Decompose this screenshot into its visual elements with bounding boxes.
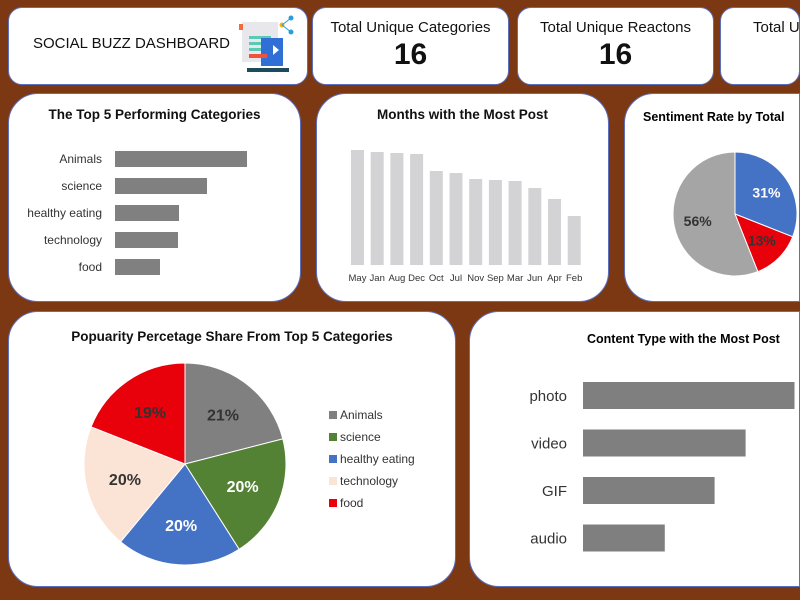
slice-label: 56% <box>684 213 713 229</box>
content-type-bar <box>583 382 795 409</box>
category-bar <box>115 178 207 194</box>
kpi-value: 16 <box>598 38 633 71</box>
chart-title: Popuarity Percetage Share From Top 5 Cat… <box>71 329 393 344</box>
pie-slice <box>83 426 186 543</box>
month-label: Mar <box>507 273 523 284</box>
month-label: Nov <box>467 273 484 284</box>
category-bar <box>115 259 160 275</box>
month-bar <box>528 188 542 265</box>
content-type-label: video <box>531 436 567 453</box>
month-label: Oct <box>429 273 444 284</box>
slice-label: 13% <box>748 233 777 249</box>
content-type-card: Content Type with the Most Post photo vid… <box>469 311 800 587</box>
month-bar <box>548 199 561 265</box>
content-type-bar <box>583 429 746 457</box>
content-type-chart: photo video GIF audio <box>529 382 795 552</box>
month-label: Feb <box>566 273 582 284</box>
month-bar <box>390 153 404 265</box>
month-bar <box>429 171 443 265</box>
top-categories-card: The Top 5 Performing Categories Animals s… <box>8 93 301 302</box>
content-type-label: audio <box>530 531 567 548</box>
pie-slice <box>90 362 186 465</box>
kpi-label: Total Unique Categories <box>330 19 491 36</box>
sentiment-pie: 31% 13% 56% <box>672 151 798 277</box>
chart-title: Months with the Most Post <box>377 107 548 122</box>
months-chart: May Jan Aug Dec Oct Jul Nov Sep Mar Jun Apr Feb <box>349 150 582 284</box>
legend-swatch <box>329 411 337 419</box>
dashboard-title: SOCIAL BUZZ DASHBOARD <box>33 35 230 52</box>
month-bar <box>410 154 424 265</box>
month-label: Jan <box>370 273 385 284</box>
month-bar <box>351 150 364 265</box>
legend-swatch <box>329 477 337 485</box>
month-bar <box>508 181 522 265</box>
content-type-label: GIF <box>542 483 567 500</box>
legend-swatch <box>329 499 337 507</box>
pie-slice <box>119 463 240 566</box>
popularity-pie: 21% 20% 20% 20% 19% Animals science healthy eat… <box>83 362 415 566</box>
pie-slice <box>184 362 284 465</box>
month-label: Jul <box>450 273 462 284</box>
kpi-label: Total Unique Reactons <box>540 19 691 36</box>
category-bar <box>115 232 178 248</box>
pie-slice <box>672 151 759 277</box>
chart-title: Sentiment Rate by Total <box>643 110 785 124</box>
chart-title: The Top 5 Performing Categories <box>48 107 261 122</box>
top-categories-chart: Animals science healthy eating technology fo… <box>27 151 247 275</box>
kpi-card-third: Total U <box>720 7 800 85</box>
slice-label: 20% <box>227 479 259 496</box>
category-bar <box>115 151 247 167</box>
month-bar <box>469 179 483 265</box>
category-bar <box>115 205 179 221</box>
category-label: Animals <box>59 152 102 166</box>
month-label: Jun <box>527 273 542 284</box>
month-label: May <box>349 273 367 284</box>
legend-label: technology <box>340 474 398 488</box>
slice-label: 19% <box>134 405 166 422</box>
month-label: Apr <box>547 273 562 284</box>
legend-label: Animals <box>340 408 383 422</box>
kpi-card-categories: Total Unique Categories 16 <box>312 7 509 85</box>
sentiment-card: Sentiment Rate by Total 31% 13% 56% <box>624 93 800 302</box>
kpi-card-reactions: Total Unique Reactons 16 <box>517 7 714 85</box>
kpi-value: 16 <box>393 38 428 71</box>
pie-slice <box>184 438 287 550</box>
month-bar <box>449 173 463 265</box>
legend-label: science <box>340 430 381 444</box>
popularity-card: Popuarity Percetage Share From Top 5 Cat… <box>8 311 456 587</box>
slice-label: 31% <box>752 184 781 200</box>
category-label: healthy eating <box>27 206 102 220</box>
slice-label: 21% <box>207 407 239 424</box>
title-card: SOCIAL BUZZ DASHBOARD <box>8 7 308 85</box>
legend-swatch <box>329 455 337 463</box>
legend-label: healthy eating <box>340 452 415 466</box>
months-card: Months with the Most Post May Jan Aug Dec Oc… <box>316 93 609 302</box>
category-label: food <box>79 260 102 274</box>
month-label: Aug <box>388 273 405 284</box>
month-bar <box>567 216 581 265</box>
kpi-label: Total U <box>753 19 800 36</box>
month-bar <box>488 180 502 265</box>
category-label: technology <box>44 233 102 247</box>
month-bar <box>370 152 384 265</box>
content-type-bar <box>583 477 715 504</box>
chart-title: Content Type with the Most Post <box>587 332 780 346</box>
legend-label: food <box>340 496 363 510</box>
category-label: science <box>61 179 102 193</box>
content-type-label: photo <box>529 388 567 405</box>
month-label: Dec <box>408 273 425 284</box>
pie-slice <box>734 151 798 238</box>
legend-swatch <box>329 433 337 441</box>
month-label: Sep <box>487 273 504 284</box>
social-media-document-icon <box>239 15 294 72</box>
slice-label: 20% <box>165 518 197 535</box>
slice-label: 20% <box>109 472 141 489</box>
content-type-bar <box>583 524 665 552</box>
